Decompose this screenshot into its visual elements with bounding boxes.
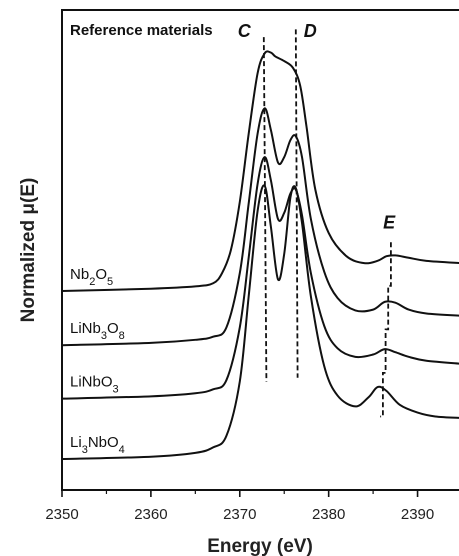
panel-title: Reference materials bbox=[70, 22, 213, 39]
x-axis: 2350 2360 2370 2380 2390 bbox=[45, 490, 434, 523]
series-labels: Nb2O5 LiNb3O8 LiNbO3 Li3NbO4 bbox=[70, 266, 125, 456]
feature-markers: C D E bbox=[238, 21, 396, 418]
series-line-nb2o5 bbox=[62, 50, 459, 293]
feature-marker-e bbox=[380, 242, 392, 418]
feature-label-d: D bbox=[304, 21, 317, 41]
series-label-linbo3: LiNbO3 bbox=[70, 374, 119, 396]
series-line-li3nbo4 bbox=[62, 184, 459, 461]
plot-area: Reference materials C D E Nb2O5 LiNb3O8 LiNb… bbox=[61, 9, 459, 491]
feature-marker-c bbox=[262, 37, 268, 382]
x-tick-label-2380: 2380 bbox=[312, 506, 345, 523]
series-label-li3nbo4: Li3NbO4 bbox=[70, 434, 125, 456]
feature-label-e: E bbox=[383, 212, 396, 232]
x-tick-label-2360: 2360 bbox=[134, 506, 167, 523]
feature-marker-d bbox=[294, 29, 299, 378]
series-line-linbo3 bbox=[62, 156, 459, 400]
x-tick-label-2350: 2350 bbox=[45, 506, 78, 523]
series-label-linb3o8: LiNb3O8 bbox=[70, 320, 125, 342]
series-line-linb3o8 bbox=[62, 107, 459, 347]
spectra-curves bbox=[62, 50, 459, 461]
x-tick-label-2390: 2390 bbox=[401, 506, 434, 523]
x-axis-title: Energy (eV) bbox=[207, 536, 313, 556]
feature-label-c: C bbox=[238, 21, 252, 41]
x-tick-label-2370: 2370 bbox=[223, 506, 256, 523]
plot-frame bbox=[61, 9, 459, 491]
y-axis-title: Normalized μ(E) bbox=[18, 178, 39, 323]
series-label-nb2o5: Nb2O5 bbox=[70, 266, 113, 288]
